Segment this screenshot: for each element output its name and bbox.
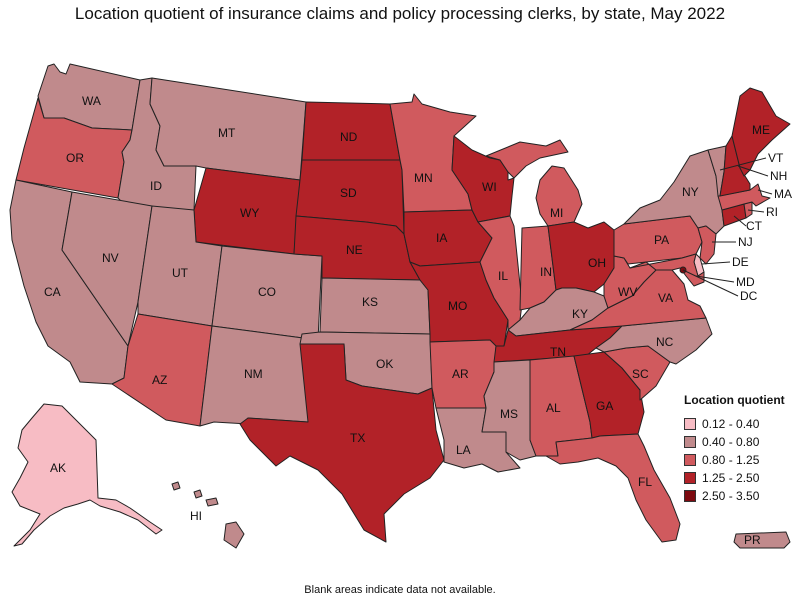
- footnote: Blank areas indicate data not available.: [304, 584, 496, 596]
- label-dc: DC: [740, 289, 758, 303]
- state-ma[interactable]: [717, 183, 771, 211]
- label-mo: MO: [448, 299, 467, 313]
- state-fl[interactable]: [545, 433, 681, 543]
- state-nj[interactable]: [697, 225, 717, 265]
- label-mi: MI: [550, 206, 563, 220]
- label-mt: MT: [218, 126, 236, 140]
- legend-label: 0.12 - 0.40: [702, 417, 760, 431]
- state-co[interactable]: [211, 245, 323, 341]
- label-az: AZ: [152, 373, 167, 387]
- legend-label: 1.25 - 2.50: [702, 471, 760, 485]
- label-al: AL: [546, 401, 561, 415]
- legend-row: 0.80 - 1.25: [684, 451, 796, 469]
- state-hi[interactable]: [171, 481, 245, 549]
- label-la: LA: [456, 443, 471, 457]
- state-nc[interactable]: [595, 317, 713, 365]
- label-nj: NJ: [738, 235, 753, 249]
- label-nd: ND: [340, 130, 358, 144]
- label-sd: SD: [340, 186, 357, 200]
- label-nv: NV: [102, 251, 119, 265]
- label-ia: IA: [436, 231, 447, 245]
- state-wi[interactable]: [451, 135, 515, 223]
- legend-swatch: [684, 418, 696, 430]
- state-labels: WA OR CA ID NV MT WY UT AZ CO NM ND SD N…: [44, 94, 792, 547]
- label-vt: VT: [768, 151, 784, 165]
- leader-lines: [682, 157, 773, 297]
- label-ny: NY: [682, 185, 699, 199]
- label-in: IN: [540, 265, 552, 279]
- label-oh: OH: [588, 256, 606, 270]
- label-nh: NH: [770, 169, 787, 183]
- label-ne: NE: [346, 243, 363, 257]
- legend-row: 2.50 - 3.50: [684, 487, 796, 505]
- label-ri: RI: [766, 205, 778, 219]
- label-wy: WY: [240, 206, 259, 220]
- label-ma: MA: [774, 187, 792, 201]
- label-wv: WV: [618, 285, 637, 299]
- legend-swatch: [684, 490, 696, 502]
- state-il[interactable]: [477, 215, 523, 331]
- label-de: DE: [732, 255, 749, 269]
- label-il: IL: [498, 269, 508, 283]
- label-ks: KS: [362, 295, 378, 309]
- legend-swatch: [684, 454, 696, 466]
- label-mn: MN: [414, 171, 433, 185]
- state-ak[interactable]: [11, 403, 163, 547]
- label-ca: CA: [44, 285, 61, 299]
- label-ak: AK: [50, 461, 66, 475]
- state-wy[interactable]: [193, 167, 301, 255]
- label-sc: SC: [632, 367, 649, 381]
- legend-label: 2.50 - 3.50: [702, 489, 760, 503]
- legend-swatch: [684, 472, 696, 484]
- label-pa: PA: [654, 233, 669, 247]
- label-co: CO: [258, 285, 276, 299]
- legend-label: 0.40 - 0.80: [702, 435, 760, 449]
- label-fl: FL: [638, 475, 652, 489]
- legend-row: 0.40 - 0.80: [684, 433, 796, 451]
- label-ms: MS: [500, 407, 518, 421]
- state-pr[interactable]: [733, 531, 791, 549]
- legend-row: 1.25 - 2.50: [684, 469, 796, 487]
- label-hi: HI: [190, 509, 202, 523]
- label-ok: OK: [376, 357, 393, 371]
- label-ky: KY: [572, 307, 588, 321]
- label-ga: GA: [596, 399, 613, 413]
- label-or: OR: [66, 151, 84, 165]
- label-nc: NC: [656, 335, 674, 349]
- label-wi: WI: [482, 180, 497, 194]
- label-id: ID: [150, 179, 162, 193]
- legend-swatch: [684, 436, 696, 448]
- legend-row: 0.12 - 0.40: [684, 415, 796, 433]
- legend-label: 0.80 - 1.25: [702, 453, 760, 467]
- label-ut: UT: [172, 266, 189, 280]
- label-md: MD: [736, 275, 755, 289]
- legend: Location quotient 0.12 - 0.40 0.40 - 0.8…: [684, 393, 796, 505]
- label-ar: AR: [452, 367, 469, 381]
- label-tx: TX: [350, 431, 365, 445]
- state-tx[interactable]: [239, 343, 445, 543]
- state-me[interactable]: [731, 87, 791, 177]
- state-mi[interactable]: [485, 139, 583, 227]
- legend-title: Location quotient: [684, 393, 785, 407]
- label-va: VA: [658, 291, 673, 305]
- label-wa: WA: [82, 94, 101, 108]
- state-md[interactable]: [629, 253, 705, 287]
- map-title: Location quotient of insurance claims an…: [74, 4, 726, 23]
- label-nm: NM: [244, 367, 263, 381]
- label-me: ME: [752, 123, 770, 137]
- label-pr: PR: [744, 533, 761, 547]
- label-ct: CT: [746, 219, 763, 233]
- state-nv[interactable]: [61, 191, 153, 347]
- label-tn: TN: [550, 345, 566, 359]
